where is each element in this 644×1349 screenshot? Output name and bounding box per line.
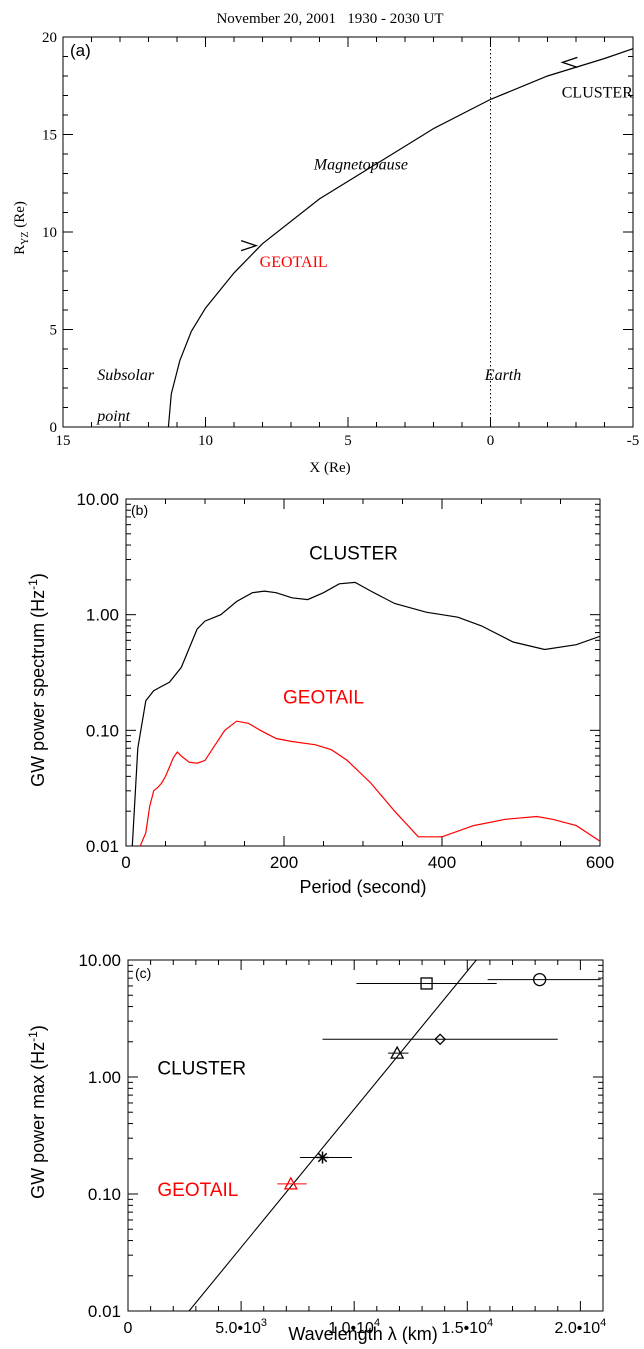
panel-c-x-tick-label-exp: 4 — [374, 1317, 380, 1329]
panel-a-label: (a) — [70, 41, 91, 60]
panel-a-annotation: point — [96, 408, 130, 425]
panel-c-y-tick-label: 1.00 — [88, 1068, 121, 1087]
panel-b-label: (b) — [131, 502, 148, 518]
panel-b-y-axis-label-main: GW power spectrum (Hz — [28, 590, 48, 787]
fit-line — [188, 960, 477, 1311]
panel-b-y-tick-label: 1.00 — [86, 606, 119, 625]
cluster-direction-arrow — [560, 56, 578, 68]
panel-c-x-axis-label: Wavelength λ (km) — [288, 1324, 437, 1344]
panel-c-x-tick-label: 1.5•104 — [441, 1317, 493, 1337]
panel-a-x-tick-label: -5 — [627, 433, 640, 449]
panel-c-y-tick-label: 10.00 — [78, 951, 121, 970]
panel-b-x-tick-label: 200 — [270, 853, 298, 872]
panel-c-series-label: CLUSTER — [157, 1059, 246, 1080]
panel-c-y-tick-label: 0.10 — [88, 1185, 121, 1204]
data-point-asterisk — [316, 1151, 329, 1164]
panel-b-series-label: CLUSTER — [309, 543, 398, 564]
panel-c-x-tick-label: 1.0•104 — [328, 1317, 380, 1337]
panel-c-x-tick-label-base: 1.5•10 — [441, 1320, 487, 1337]
panel-b-y-tick-label: 0.01 — [86, 837, 119, 856]
data-point-triangle — [390, 1045, 405, 1059]
panel-c-x-tick-label-base: 5.0•10 — [215, 1320, 261, 1337]
panel-a-x-tick-label: 15 — [56, 433, 71, 449]
panel-a-x-axis-label: X (Re) — [309, 460, 350, 476]
panel-b-x-tick-label: 400 — [428, 853, 456, 872]
panel-c-x-tick-label-base: 1.0•10 — [328, 1320, 374, 1337]
panel-a-annotation: Subsolar — [97, 367, 155, 384]
panel-c-x-tick-label-exp: 4 — [487, 1317, 493, 1329]
panel-a-y-axis-label-sub: YZ — [20, 232, 31, 245]
panel-b-y-axis-label-end: ) — [28, 573, 48, 579]
panel-c-x-tick-label-base: 2.0•10 — [554, 1320, 600, 1337]
panel-c-axes: 0 5.0•103 1.0•104 1.5•104 2.0•1040.010.101.0… — [78, 951, 606, 1337]
panel-c-x-tick-label: 2.0•104 — [554, 1317, 606, 1337]
panel-a-annotation: Earth — [484, 367, 521, 384]
panel-c-x-tick-label-base: 0 — [124, 1320, 133, 1337]
panel-b-axes: 0 200 400 600 0.01 0.10 1.00 10.00 — [76, 490, 614, 872]
panel-c-x-tick-label-exp: 4 — [600, 1317, 606, 1329]
panel-c-label: (c) — [135, 965, 151, 981]
panel-c-y-axis-label-main: GW power max (Hz — [28, 1042, 48, 1199]
panel-a-annotation: GEOTAIL — [260, 254, 328, 271]
panel-c-x-tick-label: 5.0•103 — [215, 1317, 267, 1337]
series-line-geotail — [139, 720, 600, 846]
panel-b-x-tick-label: 0 — [121, 853, 130, 872]
panel-a-x-tick-label: 5 — [344, 433, 352, 449]
panel-c-frame — [127, 959, 604, 1312]
panel-a-marks: Magnetopause GEOTAIL CLUSTER Subsolar point E… — [96, 37, 634, 428]
panel-a-annotation: CLUSTER — [562, 84, 633, 101]
figure-title: November 20, 2001 1930 - 2030 UT — [216, 11, 443, 27]
panel-b-y-tick-label: 0.10 — [86, 721, 119, 740]
panel-a-axes: 15 10 5 0 -5 0 5 10 15 20 — [42, 30, 639, 449]
panel-b-series-label: GEOTAIL — [283, 688, 364, 709]
panel-a-y-tick-label: 0 — [50, 420, 58, 436]
data-point-triangle — [283, 1176, 298, 1190]
panel-a-y-axis-label-main: R — [12, 245, 28, 255]
panel-b-chart: 0 200 400 600 0.01 0.10 1.00 10.00 CLUSTER GEOTA… — [26, 490, 614, 897]
panel-c-series-label: GEOTAIL — [157, 1180, 238, 1201]
panel-b-x-tick-label: 600 — [586, 853, 614, 872]
panel-c-x-tick-label: 0 — [124, 1320, 133, 1337]
panel-a-y-tick-label: 15 — [42, 128, 57, 144]
panel-b-y-tick-label: 10.00 — [76, 490, 119, 509]
panel-c-chart: 0 5.0•103 1.0•104 1.5•104 2.0•1040.010.101.0… — [26, 951, 606, 1344]
data-point-diamond — [434, 1033, 447, 1046]
panel-a-y-tick-label: 10 — [42, 225, 57, 241]
panel-c-x-tick-label-exp: 3 — [261, 1317, 267, 1329]
data-point-circle — [533, 972, 547, 987]
series-line-cluster — [131, 581, 600, 846]
panel-b-marks: CLUSTER GEOTAIL — [131, 543, 600, 846]
panel-c-y-axis-label: GW power max (Hz-1) — [26, 1025, 48, 1199]
panel-a-chart: 15 10 5 0 -5 0 5 10 15 20 Magnetopause GEOTAIL CLUS… — [12, 30, 639, 476]
panel-a-x-tick-label: 0 — [487, 433, 495, 449]
panel-a-y-tick-label: 5 — [50, 323, 58, 339]
data-point-square — [420, 977, 433, 990]
panel-a-annotation: Magnetopause — [313, 157, 408, 174]
geotail-direction-arrow — [240, 240, 259, 252]
panel-b-y-axis-label: GW power spectrum (Hz-1) — [26, 573, 48, 787]
panel-c-marks: CLUSTER GEOTAIL — [157, 960, 601, 1311]
panel-a-y-tick-label: 20 — [42, 30, 57, 46]
panel-a-x-tick-label: 10 — [198, 433, 213, 449]
panel-a-y-axis-label: RYZ (Re) — [12, 201, 31, 255]
panel-c-y-tick-label: 0.01 — [88, 1302, 121, 1321]
panel-c-y-axis-label-end: ) — [28, 1025, 48, 1031]
panel-a-y-axis-label-rest: (Re) — [12, 201, 28, 231]
panel-c-y-axis-label-sup: -1 — [26, 1031, 40, 1042]
panel-b-y-axis-label-sup: -1 — [26, 579, 40, 590]
magnetopause-curve — [167, 48, 634, 428]
panel-b-x-axis-label: Period (second) — [299, 877, 426, 897]
